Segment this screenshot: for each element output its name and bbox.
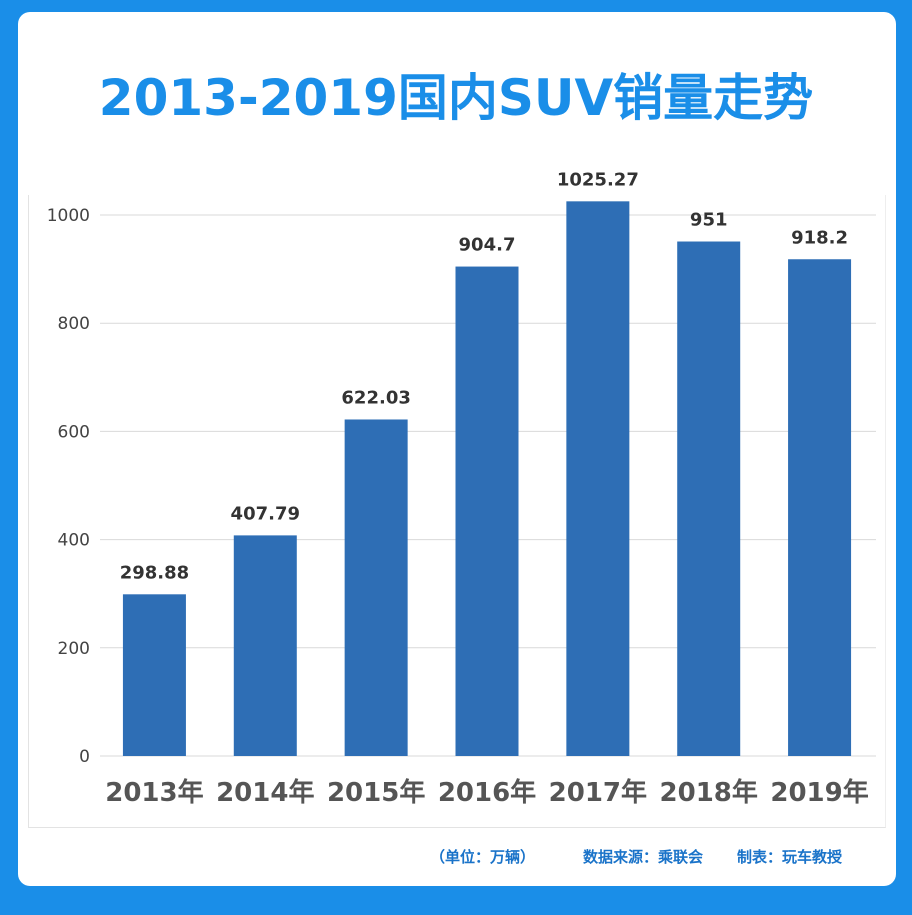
bar-value-label: 1025.27 [557, 169, 639, 190]
plot-frame [28, 195, 886, 828]
bar [677, 241, 741, 756]
bar [455, 266, 519, 756]
bar-value-label: 904.7 [459, 235, 516, 256]
x-tick-label: 2018年 [660, 777, 758, 808]
chart-title: 2013-2019国内SUV销量走势 [98, 69, 814, 127]
bar [566, 201, 630, 757]
y-tick-label: 600 [58, 422, 90, 442]
y-tick-label: 200 [58, 639, 90, 659]
y-tick-label: 400 [58, 531, 90, 551]
bar [344, 419, 408, 756]
bar [788, 259, 852, 756]
credit-note: 制表：玩车教授 [737, 848, 843, 866]
x-tick-label: 2013年 [105, 777, 203, 808]
x-tick-label: 2017年 [549, 777, 647, 808]
bar [122, 594, 186, 756]
bar-value-label: 951 [690, 210, 728, 231]
x-tick-label: 2019年 [770, 777, 868, 808]
bar [233, 535, 297, 756]
unit-note: （单位：万辆） [430, 848, 536, 866]
bar-value-label: 918.2 [791, 227, 848, 248]
bar-value-label: 407.79 [231, 503, 300, 524]
y-tick-label: 0 [79, 747, 90, 767]
bar-value-label: 622.03 [341, 387, 410, 408]
y-tick-label: 1000 [47, 206, 90, 226]
y-tick-label: 800 [58, 314, 90, 334]
x-tick-label: 2016年 [438, 777, 536, 808]
bar-value-label: 298.88 [120, 562, 189, 583]
x-tick-label: 2014年 [216, 777, 314, 808]
source-note: 数据来源：乘联会 [583, 848, 704, 866]
x-tick-label: 2015年 [327, 777, 425, 808]
